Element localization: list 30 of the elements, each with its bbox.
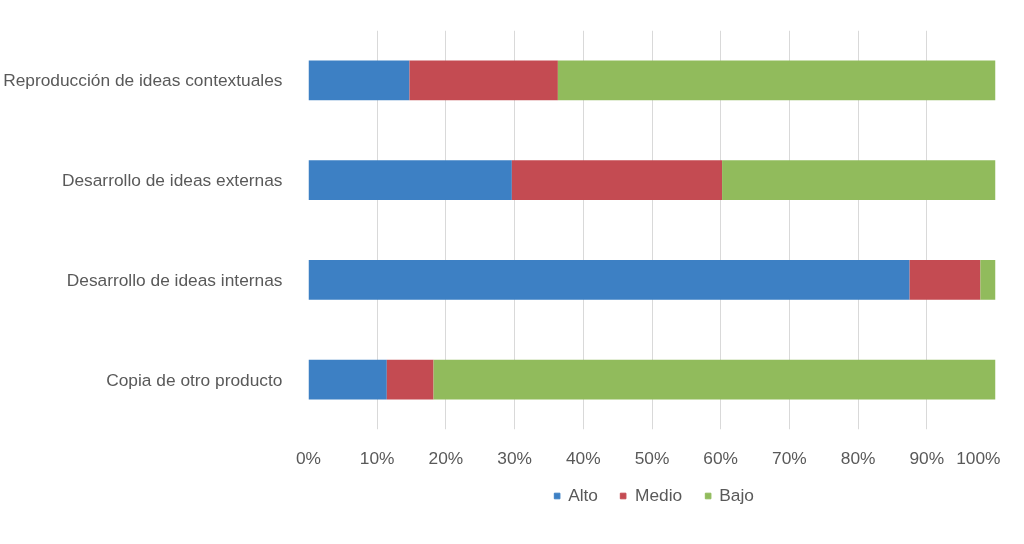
y-tick-label: Desarrollo de ideas internas: [66, 269, 283, 290]
bar: [409, 60, 558, 101]
bar: [557, 60, 996, 101]
y-tick-label: Desarrollo de ideas externas: [61, 170, 283, 191]
bar: [511, 160, 723, 201]
x-tick-label: 50%: [634, 447, 670, 468]
x-tick-label: 0%: [295, 447, 322, 468]
y-tick-label: Reproducción de ideas contextuales: [3, 70, 283, 91]
bar: [386, 359, 434, 400]
x-tick-label: 100%: [956, 447, 1001, 468]
bar: [433, 359, 996, 400]
x-tick-label: 10%: [359, 447, 395, 468]
x-tick-label: 60%: [703, 447, 739, 468]
bar: [722, 160, 996, 201]
x-tick-label: 90%: [909, 447, 945, 468]
x-tick-label: 40%: [565, 447, 601, 468]
legend-label: Medio: [634, 484, 683, 506]
bar: [308, 359, 387, 400]
x-tick-label: 70%: [772, 447, 807, 468]
legend-label: Bajo: [719, 484, 754, 506]
x-tick-label: 20%: [428, 447, 464, 468]
bar: [308, 60, 410, 101]
legend-label: Alto: [568, 484, 598, 506]
x-tick-label: 30%: [497, 447, 532, 468]
y-tick-label: Copia de otro producto: [106, 369, 283, 390]
bar: [980, 259, 996, 300]
bar: [909, 259, 981, 300]
x-tick-label: 80%: [840, 447, 876, 468]
bar: [308, 160, 512, 201]
bar: [308, 259, 910, 300]
